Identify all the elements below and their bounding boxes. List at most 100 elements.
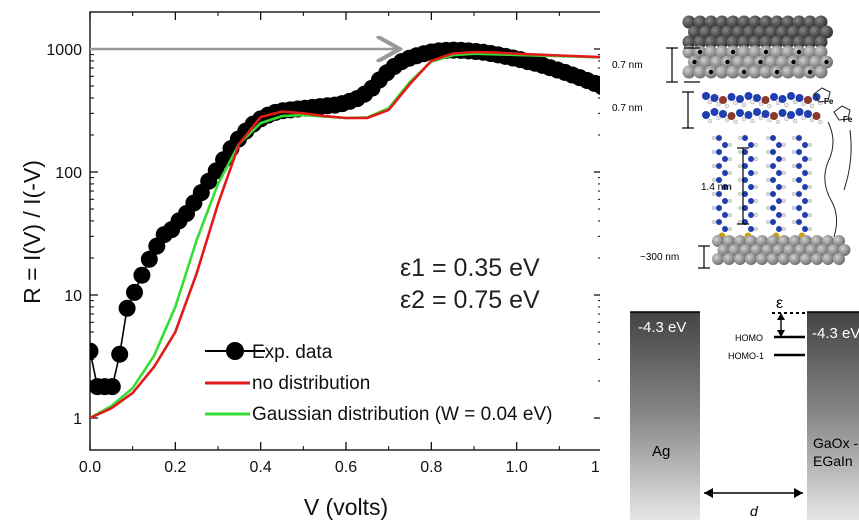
homo1-label: HOMO-1: [728, 351, 764, 361]
top-atom: [792, 15, 806, 29]
hydrogen: [765, 191, 770, 196]
top-atom: [781, 15, 795, 29]
y-axis-label: R = I(V) / I(-V): [19, 160, 45, 304]
hydrogen: [711, 163, 716, 168]
bottom-atom: [745, 235, 757, 247]
hydrogen: [781, 156, 786, 161]
hydrogen: [737, 177, 742, 182]
hydrogen: [781, 198, 786, 203]
chain-atom: [770, 191, 776, 197]
chain-atom: [796, 177, 802, 183]
top-atom: [682, 35, 696, 49]
chain-atom: [802, 226, 808, 232]
bottom-atom: [728, 244, 741, 256]
chain-atom: [742, 135, 748, 141]
chain-atom: [716, 219, 722, 225]
headgroup-atom: [795, 94, 804, 102]
chain-atom: [748, 226, 754, 232]
top-atom: [693, 15, 707, 29]
hydrogen: [809, 103, 815, 109]
chain-atom: [802, 156, 808, 162]
headgroup-atom: [761, 96, 770, 104]
inclusion: [824, 59, 829, 65]
top-atom: [715, 15, 729, 29]
hydrogen: [791, 135, 796, 140]
bottom-atom: [822, 253, 834, 265]
hydrogen: [716, 115, 721, 121]
dimension-markers: [666, 47, 749, 269]
headgroup-atom: [719, 110, 727, 118]
chain-atom: [748, 156, 754, 162]
label-bottom: ~300 nm: [640, 252, 679, 263]
energy-diagram: -4.3 eV -4.3 eV ε HOMO HOMO-1 Ag GaOx - …: [630, 295, 859, 520]
hydrogen: [801, 115, 806, 121]
top-atom: [781, 45, 795, 59]
x-tick-label: 0.8: [420, 459, 442, 476]
hydrogen: [791, 191, 796, 196]
top-atom: [781, 35, 795, 49]
chain-atom: [802, 170, 808, 176]
top-atom: [765, 25, 778, 39]
top-atom: [682, 15, 696, 29]
hydrogen: [781, 184, 786, 189]
top-atom: [754, 25, 767, 39]
chain-atom: [770, 149, 776, 155]
hydrogen: [733, 119, 738, 125]
top-atom: [748, 45, 762, 59]
hydrogen: [807, 142, 812, 147]
inclusion: [796, 49, 802, 55]
top-atom: [732, 25, 745, 39]
bottom-atom: [756, 235, 768, 247]
hydrogen: [791, 205, 796, 210]
headgroup-atom: [753, 108, 761, 116]
hydrogen: [707, 118, 713, 124]
hydrogen: [724, 103, 730, 109]
data-point: [118, 299, 136, 317]
hydrogen: [733, 100, 738, 106]
bottom-atom: [833, 253, 845, 265]
hydrogen: [737, 135, 742, 140]
bottom-atom: [811, 253, 823, 265]
hydrogen: [807, 156, 812, 161]
y-tick-label: 10: [64, 288, 82, 305]
top-atom: [809, 25, 822, 39]
hydrogen: [765, 177, 770, 182]
right-electrode: [807, 312, 859, 520]
top-atom: [682, 45, 696, 59]
top-atom: [770, 45, 784, 59]
right-level-label: -4.3 eV: [812, 325, 859, 342]
hydrogen: [737, 149, 742, 154]
chain-atom: [716, 205, 722, 211]
top-atom: [743, 55, 756, 69]
headgroup-atom: [812, 112, 821, 120]
top-atom: [726, 15, 740, 29]
inclusion: [791, 59, 796, 65]
headgroup-atom: [736, 95, 744, 103]
hydrogen: [750, 118, 755, 124]
bottom-atom: [805, 244, 818, 256]
hydrogen: [775, 100, 781, 106]
headgroup-atom: [719, 96, 727, 104]
bottom-atom: [800, 235, 812, 247]
chain-atom: [748, 170, 754, 176]
hydrogen: [765, 135, 770, 140]
top-atom: [814, 45, 828, 59]
top-atom: [759, 35, 773, 49]
hydrogen: [750, 99, 755, 105]
series-layer: [90, 41, 600, 420]
chain-atom: [722, 212, 728, 218]
hydrogen: [807, 184, 812, 189]
top-atom: [798, 55, 811, 69]
label-head-group: 0.7 nm: [612, 103, 643, 114]
top-atom: [798, 25, 811, 39]
hydrogen: [737, 205, 742, 210]
top-atom: [704, 15, 718, 29]
top-atom: [726, 65, 740, 79]
top-atom: [803, 35, 817, 49]
hydrogen: [711, 219, 716, 224]
chain-atom: [770, 219, 776, 225]
hydrogen: [727, 184, 732, 189]
chain-atom: [716, 149, 722, 155]
y-tick-label: 100: [55, 165, 82, 182]
bottom-atom: [778, 235, 790, 247]
